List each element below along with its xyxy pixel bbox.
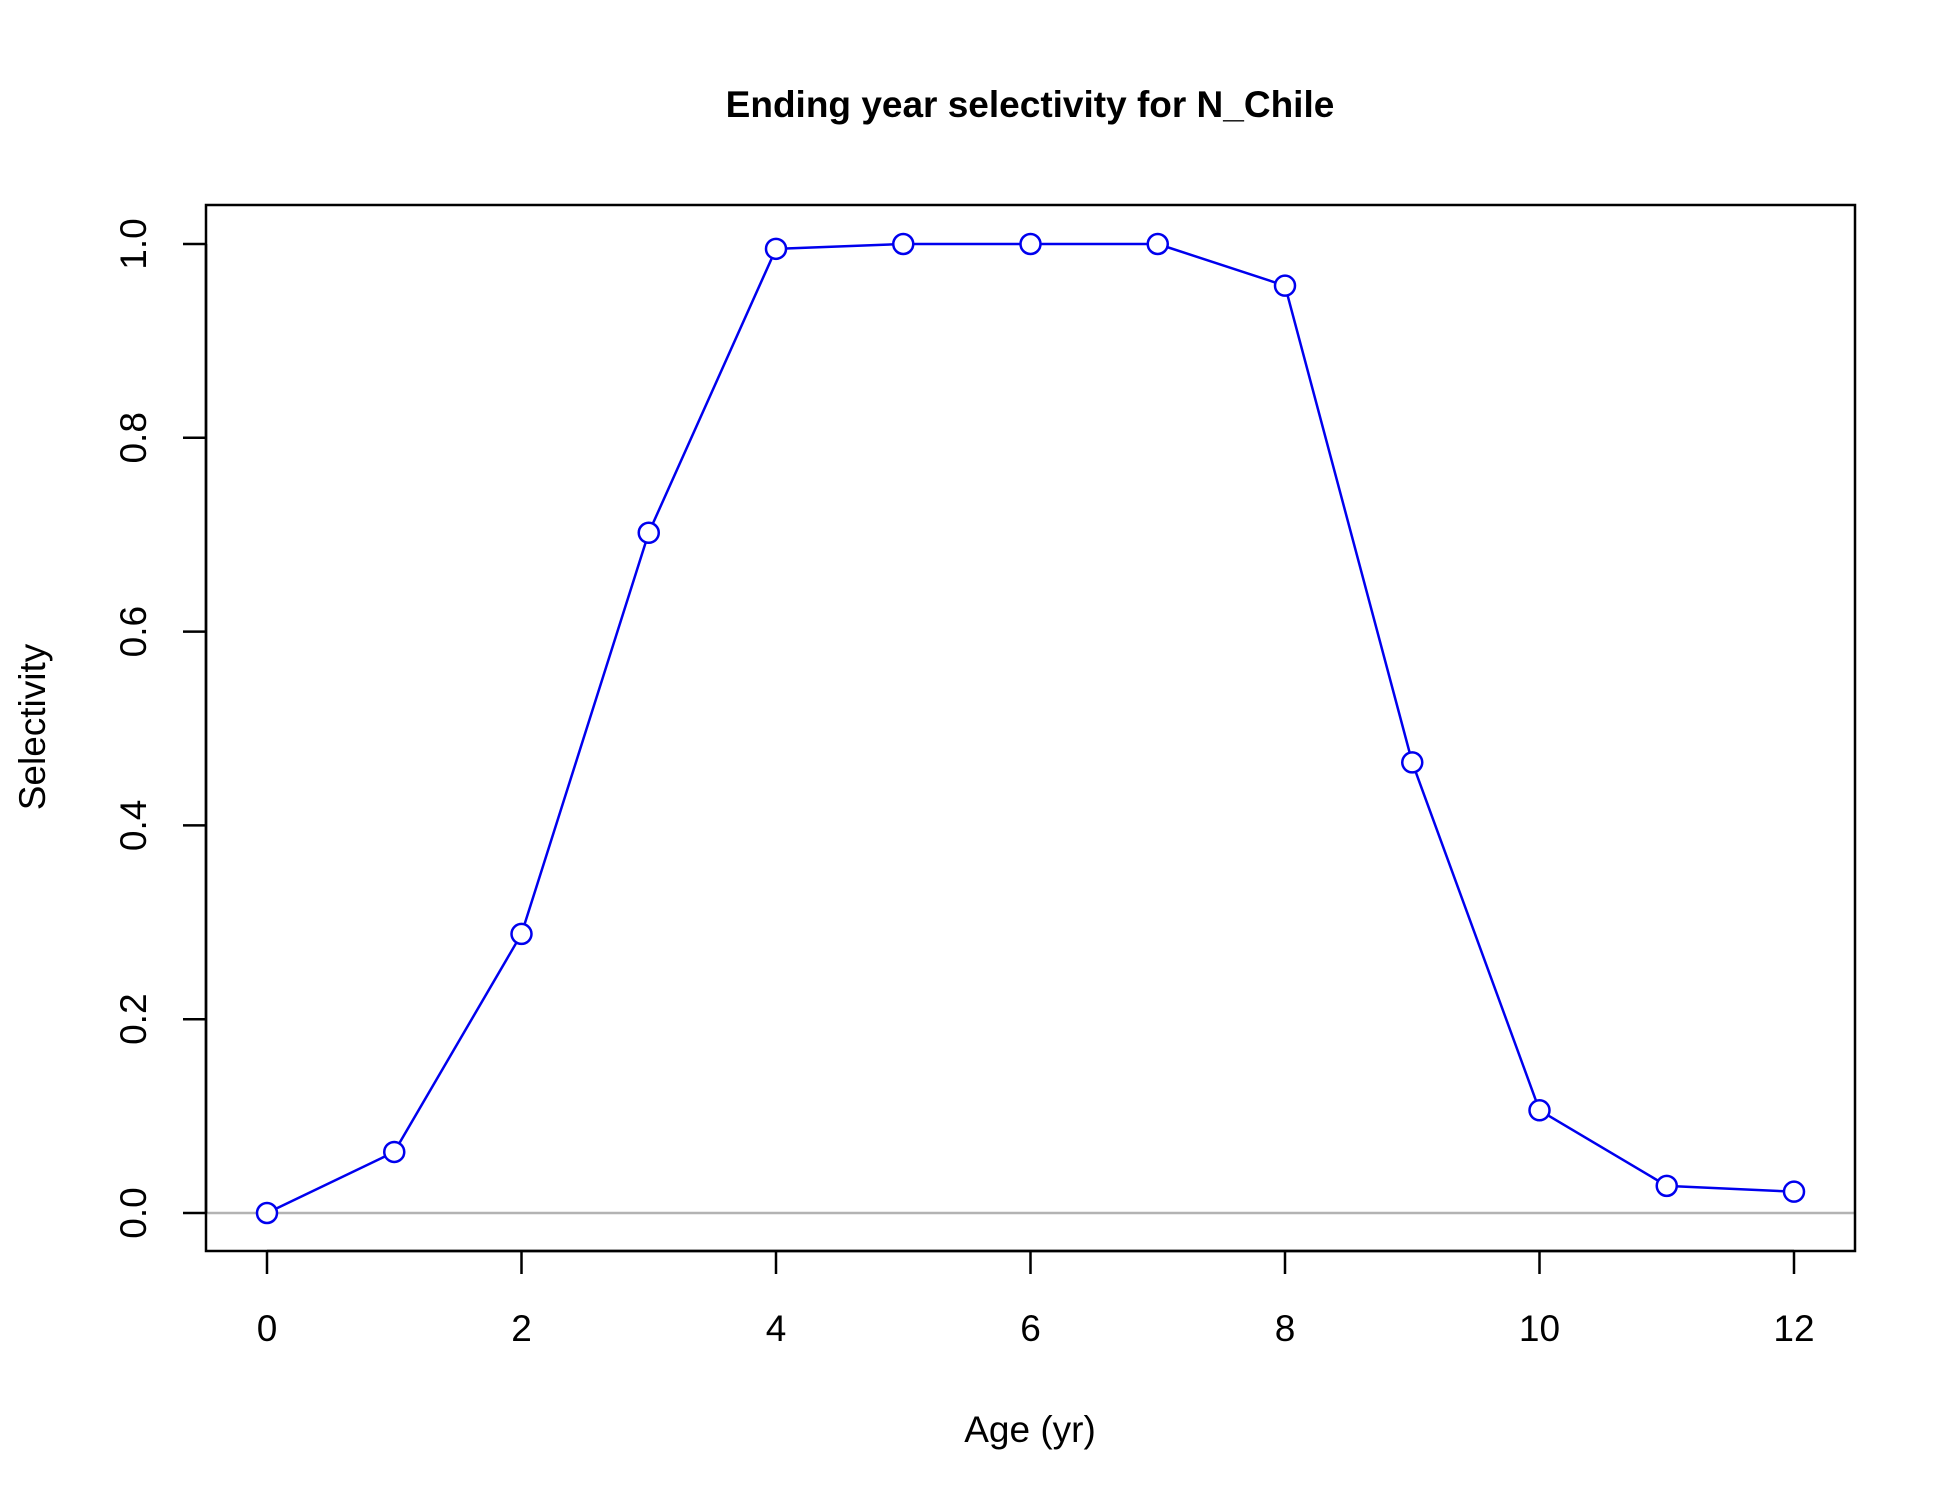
x-tick-label: 4	[766, 1308, 787, 1349]
y-tick-label: 0.6	[113, 606, 154, 657]
data-point	[1401, 751, 1424, 774]
data-point	[764, 237, 788, 261]
data-point	[510, 922, 533, 946]
y-tick-label: 0.8	[113, 412, 154, 463]
data-point	[1782, 1180, 1806, 1203]
y-tick-label: 0.2	[113, 993, 154, 1044]
data-point	[255, 1201, 279, 1225]
data-point	[637, 521, 660, 545]
chart-title: Ending year selectivity for N_Chile	[726, 84, 1335, 125]
plot-frame	[204, 203, 1857, 1253]
x-axis-label: Age (yr)	[964, 1409, 1096, 1450]
plot-area: 0 2 4 6 8 10 12 0.0 0.2 0.4 0.6 0.8 1.0	[113, 203, 1857, 1349]
data-point	[383, 1140, 406, 1164]
y-tick-label: 0.0	[113, 1187, 154, 1238]
x-tick-label: 0	[257, 1308, 278, 1349]
x-tick-label: 2	[511, 1308, 532, 1349]
data-point	[1273, 274, 1297, 297]
data-point	[892, 232, 915, 256]
x-tick-label: 12	[1773, 1308, 1814, 1349]
y-axis-label: Selectivity	[12, 643, 53, 810]
x-tick-label: 10	[1519, 1308, 1560, 1349]
data-point	[1146, 232, 1169, 256]
y-tick-label: 0.4	[113, 800, 154, 851]
data-point	[1019, 232, 1042, 256]
data-point	[1655, 1174, 1678, 1198]
data-point	[1528, 1099, 1551, 1122]
y-tick-label: 1.0	[113, 218, 154, 269]
x-tick-label: 8	[1275, 1308, 1296, 1349]
series-line	[266, 242, 1795, 1215]
x-tick-label: 6	[1020, 1308, 1041, 1349]
